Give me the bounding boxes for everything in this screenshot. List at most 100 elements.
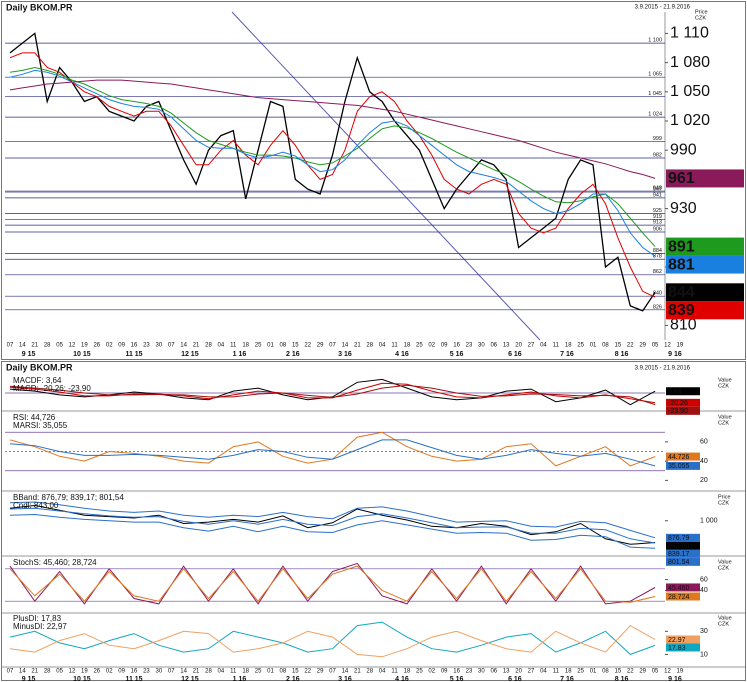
x-day-label: 18 [565, 669, 572, 675]
legend-entry: MinusDI: 22,97 [13, 622, 67, 631]
level-label: 1 100 [648, 38, 662, 44]
x-day-label: 04 [540, 669, 547, 675]
series-line [9, 507, 656, 544]
x-month-label: 12 15 [181, 351, 199, 358]
y-tick-label: 60 [700, 439, 708, 446]
value-box [666, 592, 700, 601]
value-box [666, 461, 700, 470]
x-day-label: 19 [81, 343, 88, 349]
x-day-label: 12 [69, 669, 76, 675]
x-month-label: 6 16 [508, 676, 522, 682]
date-range: 3.9.2015 - 21.9.2016 [635, 5, 691, 11]
x-day-label: 01 [590, 669, 597, 675]
x-day-label: 27 [528, 343, 535, 349]
x-day-label: 07 [329, 343, 336, 349]
y-tick-label: 990 [670, 141, 697, 158]
x-day-label: 15 [292, 343, 299, 349]
x-day-label: 02 [428, 343, 435, 349]
x-day-label: 21 [31, 669, 38, 675]
x-day-label: 19 [677, 669, 684, 675]
level-label: 982 [653, 152, 662, 158]
x-day-label: 09 [118, 669, 125, 675]
level-label: 884 [653, 248, 662, 254]
legend-entry: PlusDI: 17,83 [13, 614, 62, 623]
x-day-label: 07 [7, 343, 14, 349]
x-day-label: 18 [404, 669, 411, 675]
value-box-label: 876.79 [668, 535, 690, 542]
level-label: 1 045 [648, 91, 662, 97]
x-day-label: 11 [391, 343, 398, 349]
value-box-label: 801.54 [668, 559, 690, 566]
x-day-label: 18 [242, 343, 249, 349]
level-label: 941 [653, 192, 662, 198]
window-title: Daily BKOM.PR [6, 362, 73, 372]
x-day-label: 30 [478, 669, 485, 675]
level-label: 1 065 [648, 72, 662, 78]
x-day-label: 05 [652, 669, 659, 675]
level-label: 947 [653, 187, 662, 193]
value-box-label: 843.00 [668, 543, 690, 550]
x-day-label: 02 [428, 669, 435, 675]
series-line [9, 501, 656, 539]
trend-line [231, 11, 541, 341]
series-line [9, 513, 656, 549]
y-tick-label: 1 110 [670, 25, 709, 42]
x-day-label: 07 [7, 669, 14, 675]
legend-entry: BBand: 876,79; 839,17; 801,54 [13, 493, 124, 502]
value-box [666, 406, 700, 415]
x-day-label: 23 [143, 343, 150, 349]
x-day-label: 12 [664, 343, 671, 349]
value-box-label: 35.055 [668, 463, 690, 470]
value-box [666, 255, 744, 274]
legend-entry: MARSI: 35,055 [13, 421, 68, 430]
x-day-label: 01 [267, 343, 274, 349]
y-tick-label: 60 [700, 576, 708, 583]
axis-title: Value [718, 559, 732, 565]
level-label: 999 [653, 136, 662, 142]
x-month-label: 9 15 [22, 676, 36, 682]
axis-title: CZK [718, 500, 729, 506]
x-day-label: 11 [230, 669, 237, 675]
level-label: 1 024 [648, 112, 662, 118]
x-day-label: 16 [131, 669, 138, 675]
x-day-label: 06 [490, 343, 497, 349]
y-tick-label: 40 [700, 458, 708, 465]
x-day-label: 28 [366, 669, 373, 675]
y-tick-label: 30 [700, 628, 708, 635]
series-line [9, 504, 656, 545]
x-day-label: 21 [354, 343, 361, 349]
value-box-label: 45.460 [668, 585, 690, 592]
y-tick-label: 1 020 [670, 112, 710, 129]
x-day-label: 16 [453, 343, 460, 349]
value-box-label: 961 [668, 170, 695, 187]
y-tick-label: 40 [700, 587, 708, 594]
axis-title: CZK [718, 420, 729, 426]
top-window [1, 1, 746, 360]
x-month-label: 6 16 [508, 351, 522, 358]
x-day-label: 14 [180, 343, 187, 349]
x-day-label: 12 [664, 669, 671, 675]
x-day-label: 29 [639, 343, 646, 349]
x-day-label: 14 [342, 669, 349, 675]
value-box-label: 28.724 [668, 594, 690, 601]
legend-entry: StochS: 45,460; 28,724 [13, 558, 97, 567]
value-box [666, 301, 744, 320]
date-range: 3.9.2015 - 21.9.2016 [635, 366, 691, 372]
x-day-label: 23 [466, 669, 473, 675]
x-day-label: 05 [56, 669, 63, 675]
axis-title: Price [718, 494, 731, 500]
x-day-label: 16 [131, 343, 138, 349]
series-line [9, 52, 656, 298]
series-line [9, 565, 656, 603]
series-line [9, 384, 656, 406]
x-day-label: 21 [31, 343, 38, 349]
axis-title: CZK [718, 565, 729, 571]
x-day-label: 11 [391, 669, 398, 675]
x-day-label: 01 [590, 343, 597, 349]
y-tick-label: 1 080 [670, 54, 710, 71]
value-box [666, 541, 700, 550]
x-month-label: 8 16 [615, 676, 629, 682]
axis-title: Value [718, 377, 732, 383]
value-box-label: -23.90 [668, 408, 688, 415]
